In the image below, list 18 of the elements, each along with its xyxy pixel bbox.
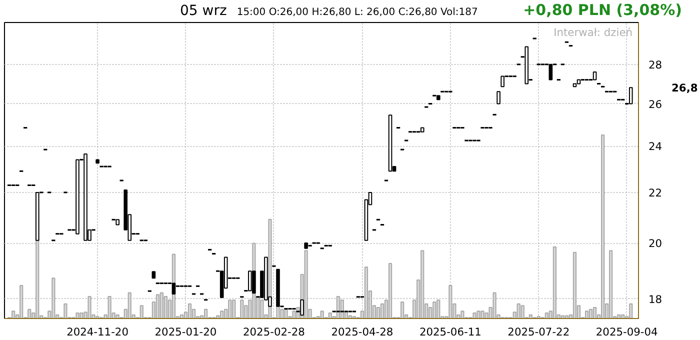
y-tick-label: 28	[648, 58, 662, 72]
y-tick-label: 26	[648, 98, 662, 111]
y-tick-label: 22	[648, 186, 662, 200]
text: 05 wrz	[180, 2, 227, 21]
x-tick-label: 2024-11-20	[66, 326, 129, 338]
x-tick-label: 2025-06-11	[419, 326, 482, 338]
text: 15:00 O:26,00 H:26,80 L: 26,00 C:26,80 Vol:187	[236, 6, 478, 20]
text: +0,80 PLN (3,08%)	[523, 0, 682, 21]
y-tick-label: 24	[648, 140, 662, 154]
x-tick-label: 2025-01-20	[154, 326, 217, 338]
annotation: Interwał: dzień	[554, 26, 633, 39]
text: 26,8	[672, 82, 698, 95]
y-tick-label: 18	[648, 292, 662, 306]
y-tick-label: 20	[648, 237, 662, 250]
x-tick-label: 2025-09-04	[596, 326, 658, 338]
x-tick-label: 2025-02-28	[243, 326, 306, 338]
x-tick-label: 2025-04-28	[331, 326, 394, 338]
x-tick-label: 2025-07-22	[508, 326, 570, 338]
